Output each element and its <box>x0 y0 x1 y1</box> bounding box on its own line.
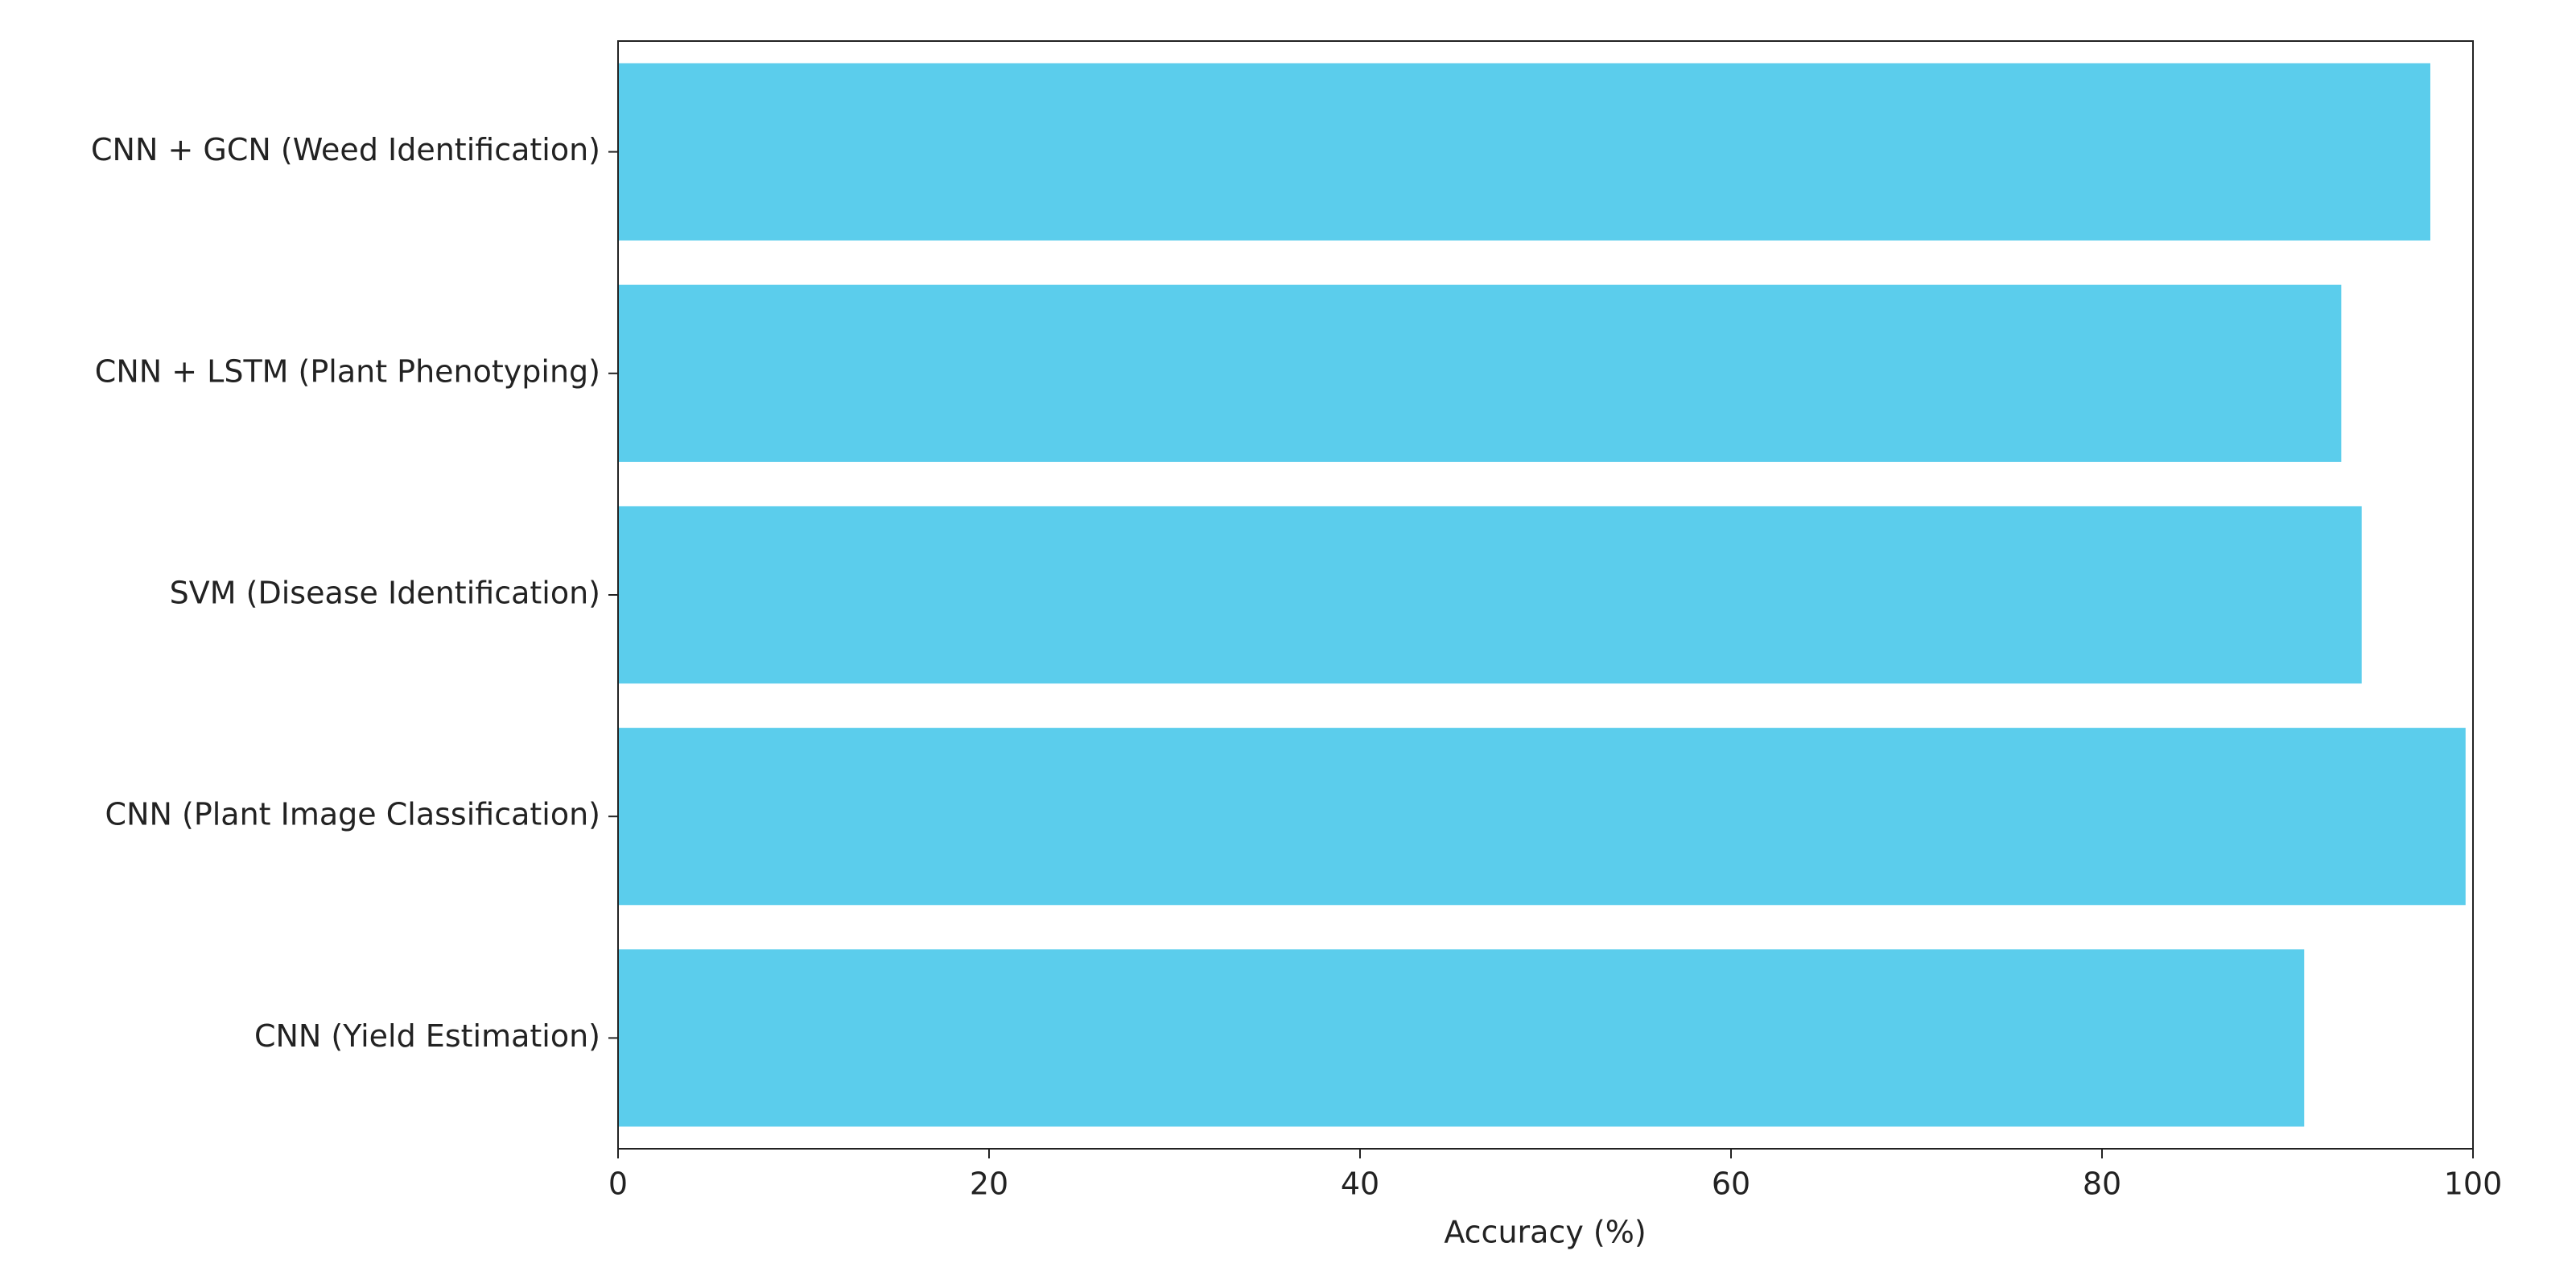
y-tick-label: CNN (Yield Estimation) <box>254 1018 600 1054</box>
x-tick-label: 0 <box>608 1166 628 1202</box>
bar <box>618 728 2466 906</box>
x-tick-label: 20 <box>970 1166 1008 1202</box>
bar <box>618 284 2342 462</box>
x-axis-label: Accuracy (%) <box>1444 1215 1646 1250</box>
y-tick-label: CNN (Plant Image Classification) <box>105 797 600 832</box>
x-tick-label: 60 <box>1712 1166 1750 1202</box>
y-tick-label: CNN + LSTM (Plant Phenotyping) <box>95 353 600 389</box>
bar <box>618 949 2305 1127</box>
plot-frame <box>617 40 2474 1150</box>
bar <box>618 63 2430 241</box>
x-tick-label: 80 <box>2083 1166 2121 1202</box>
bar <box>618 506 2362 684</box>
y-tick-label: SVM (Disease Identification) <box>170 576 600 611</box>
y-tick-label: CNN + GCN (Weed Identification) <box>91 132 600 167</box>
x-tick-label: 100 <box>2444 1166 2503 1202</box>
x-tick-label: 40 <box>1341 1166 1379 1202</box>
